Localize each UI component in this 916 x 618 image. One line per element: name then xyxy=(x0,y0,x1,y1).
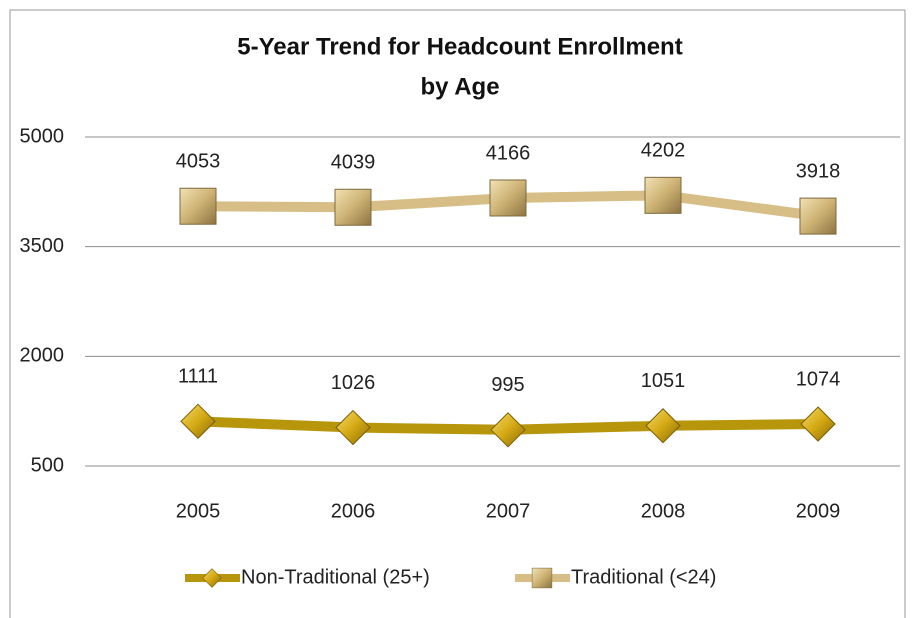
data-point xyxy=(800,406,836,442)
data-point xyxy=(335,409,371,446)
data-point xyxy=(645,408,681,444)
data-label: 1051 xyxy=(641,370,686,392)
data-point xyxy=(179,187,217,225)
y-tick-label: 2000 xyxy=(20,345,65,367)
data-label: 4053 xyxy=(176,151,221,173)
x-tick-label: 2009 xyxy=(796,500,841,522)
data-label: 1074 xyxy=(796,368,841,390)
y-tick-label: 500 xyxy=(31,454,64,476)
y-tick-label: 5000 xyxy=(20,125,65,147)
data-point xyxy=(490,412,526,448)
chart-title: by Age xyxy=(420,73,499,100)
x-tick-label: 2007 xyxy=(486,500,531,522)
x-tick-label: 2008 xyxy=(641,500,686,522)
data-label: 4039 xyxy=(331,152,376,174)
data-label: 4202 xyxy=(641,140,686,162)
chart-frame xyxy=(9,9,906,618)
y-tick-label: 3500 xyxy=(20,235,65,257)
data-point xyxy=(180,403,216,440)
data-label: 1111 xyxy=(178,366,218,388)
data-point xyxy=(644,176,682,214)
data-label: 995 xyxy=(491,374,524,396)
data-label: 4166 xyxy=(486,142,531,164)
legend-label: Non-Traditional (25+) xyxy=(241,566,430,588)
x-tick-label: 2005 xyxy=(176,500,221,522)
data-label: 1026 xyxy=(331,372,376,394)
x-tick-label: 2006 xyxy=(331,500,376,522)
chart-title: 5-Year Trend for Headcount Enrollment xyxy=(237,33,682,60)
legend-marker xyxy=(202,568,222,588)
legend-label: Traditional (<24) xyxy=(571,566,716,588)
data-point xyxy=(334,188,372,226)
legend-marker xyxy=(531,567,553,589)
data-point xyxy=(799,197,837,235)
data-label: 3918 xyxy=(796,160,841,182)
data-point xyxy=(489,179,527,217)
